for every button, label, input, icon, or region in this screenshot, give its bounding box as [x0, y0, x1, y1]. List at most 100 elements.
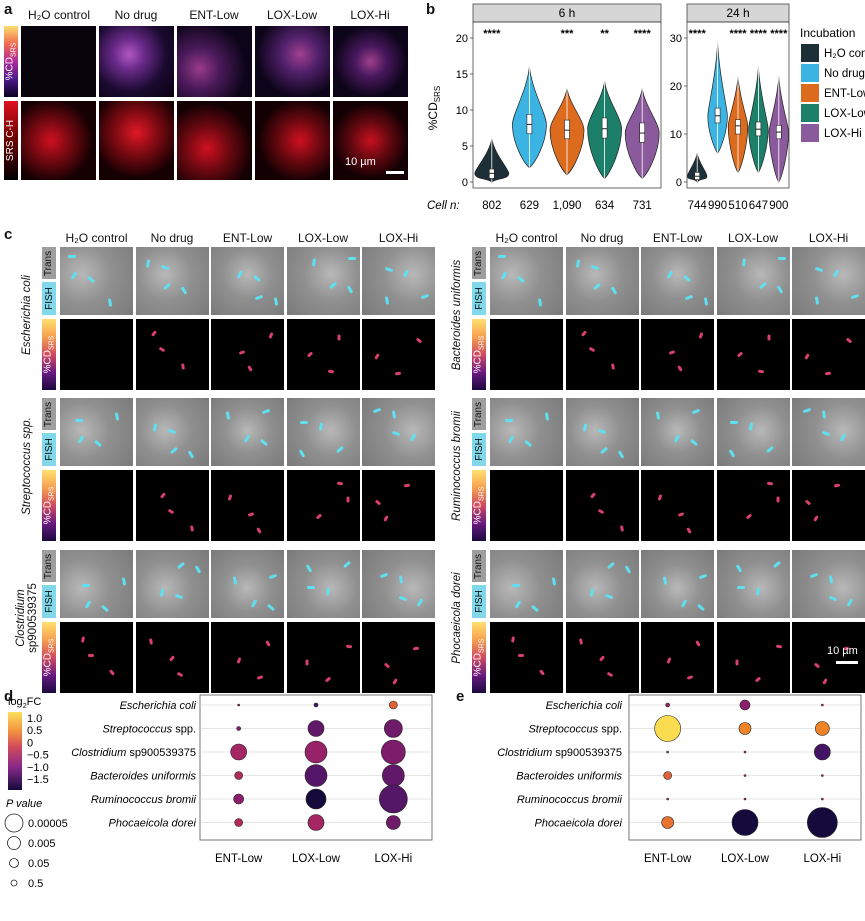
fish-signal — [416, 598, 424, 607]
srs-signal — [412, 646, 420, 651]
image-trans-fish — [135, 550, 209, 618]
fish-signal — [187, 450, 194, 459]
species-label: Phocaeicola dorei — [451, 572, 463, 664]
fish-signal — [777, 257, 786, 260]
column-label: No drug — [114, 8, 158, 22]
srs-signal — [735, 659, 738, 666]
row-label: Clostridium sp900539375 — [497, 747, 622, 759]
fish-signal — [114, 412, 120, 421]
colorbar-tick: 0.5 — [27, 725, 42, 737]
image-cd-srs — [716, 319, 790, 390]
srs-signal — [686, 527, 692, 534]
srs-signal — [403, 483, 411, 488]
image-cd-srs — [490, 622, 563, 693]
fish-signal — [86, 275, 96, 284]
image-cd-srs — [211, 319, 284, 390]
image-trans-fish — [211, 398, 284, 466]
row-label: Streptococcus spp. — [102, 724, 196, 736]
fish-signal — [346, 285, 353, 294]
fish-signal — [379, 572, 389, 579]
srs-signal — [598, 655, 605, 662]
fish-signal — [194, 565, 201, 574]
legend-swatch — [801, 84, 819, 102]
srs-signal — [247, 512, 255, 517]
fish-signal — [662, 576, 668, 585]
fish-signal — [254, 294, 264, 301]
row-tag-trans: Trans — [42, 247, 56, 279]
fish-signal — [582, 423, 587, 432]
significance-stars: **** — [729, 28, 747, 40]
fish-signal — [398, 575, 404, 584]
fish-signal — [225, 411, 231, 420]
bubble — [743, 750, 747, 754]
srs-signal — [813, 662, 821, 669]
fish-signal — [250, 599, 258, 608]
column-label: H₂O control — [65, 231, 128, 245]
image-cd-srs — [565, 319, 639, 390]
fish-signal — [176, 561, 185, 570]
image-trans-fish — [135, 247, 209, 315]
image-cd-srs — [792, 470, 865, 541]
srs-signal — [677, 512, 685, 517]
fish-signal — [259, 438, 269, 447]
fish-signal — [505, 419, 513, 422]
fish-signal — [735, 564, 742, 573]
legend-entry: ENT-Low — [824, 88, 865, 100]
y-tick-label: 10 — [456, 105, 468, 117]
fish-signal — [589, 588, 594, 597]
fish-signal — [84, 600, 92, 609]
srs-signal — [256, 675, 264, 680]
significance-stars: **** — [483, 28, 501, 40]
colorbar-title-sub: 2 — [23, 703, 27, 710]
srs-signal — [247, 365, 253, 372]
row-tag-trans: Trans — [42, 398, 56, 430]
row-label: Phocaeicola dorei — [535, 818, 623, 830]
image-trans-fish — [641, 398, 714, 466]
legend-entry: LOX-Hi — [824, 128, 862, 140]
image-cd-srs — [286, 622, 360, 693]
srs-signal — [845, 337, 853, 344]
column-label: LOX-Low — [292, 853, 341, 865]
srs-signal — [238, 350, 246, 355]
image-cd-srs — [716, 622, 790, 693]
srs-signal — [589, 492, 596, 499]
srs-signal — [415, 337, 423, 344]
row-label-strain: spp. — [601, 724, 622, 736]
cell-n-value: 744 — [688, 200, 708, 212]
bubble — [743, 774, 747, 777]
srs-signal — [176, 671, 183, 678]
row-label: Clostridium sp900539375 — [71, 747, 196, 759]
fish-signal — [335, 445, 344, 454]
srs-signal — [580, 330, 587, 337]
fish-signal — [152, 423, 157, 432]
fish-signal — [169, 446, 178, 455]
fish-signal — [516, 275, 526, 284]
srs-signal — [227, 494, 233, 501]
srs-signal — [236, 657, 242, 664]
pvalue-swatch — [9, 858, 19, 868]
bubble — [304, 740, 328, 764]
fish-signal — [748, 422, 753, 431]
srs-signal — [610, 363, 615, 370]
srs-signal — [159, 492, 166, 499]
row-tag-trans: Trans — [42, 550, 56, 582]
row-tag-cd-srs: %CDSRS — [472, 622, 486, 693]
fish-signal — [498, 255, 506, 258]
srs-signal — [108, 669, 116, 676]
fish-signal — [77, 435, 85, 444]
srs-signal — [306, 351, 313, 358]
bubble — [305, 788, 327, 810]
fish-signal — [160, 264, 169, 271]
bubble — [389, 700, 398, 710]
fish-signal — [243, 434, 251, 443]
image-cd-srs — [60, 470, 133, 541]
srs-signal — [337, 334, 340, 341]
fish-signal — [409, 433, 417, 442]
fish-signal — [167, 428, 176, 435]
bubble — [237, 703, 240, 707]
panel-label-e: e — [456, 688, 465, 705]
fish-signal — [736, 586, 745, 589]
column-label: ENT-Low — [215, 853, 263, 865]
image-cd-srs — [60, 319, 133, 390]
srs-signal — [268, 332, 274, 339]
